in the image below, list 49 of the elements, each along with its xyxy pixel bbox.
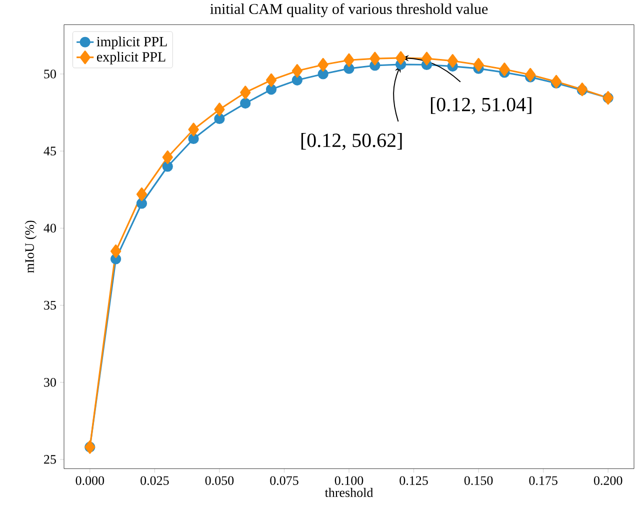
point xyxy=(370,52,380,66)
point xyxy=(473,58,484,72)
point xyxy=(188,122,199,136)
y-tick-label: 45 xyxy=(44,146,56,156)
x-tick-label: 0.200 xyxy=(594,476,622,486)
point xyxy=(214,114,225,124)
y-tick-label: 35 xyxy=(44,301,56,310)
legend-label: explicit PPL xyxy=(96,52,166,65)
point xyxy=(550,75,562,89)
point xyxy=(318,68,328,80)
annotation: [0.12, 50.62] xyxy=(301,133,402,150)
point xyxy=(266,84,277,95)
legend-label: implicit PPL xyxy=(96,36,167,50)
point xyxy=(188,134,199,144)
point xyxy=(318,58,328,72)
point xyxy=(240,98,251,109)
y-axis-title: mIoU (%) xyxy=(24,220,37,274)
point xyxy=(110,244,122,258)
point xyxy=(240,86,251,100)
x-tick-label: 0.075 xyxy=(270,476,298,486)
x-tick-label: 0.175 xyxy=(529,476,558,486)
x-tick-label: 0.025 xyxy=(140,476,169,486)
y-tick-label: 40 xyxy=(44,224,56,233)
point xyxy=(162,150,173,164)
point xyxy=(162,161,173,172)
point xyxy=(576,82,588,96)
chart-title: initial CAM quality of various threshold value xyxy=(210,4,488,18)
point xyxy=(214,102,225,116)
annotation: [0.12, 51.04] xyxy=(430,97,532,114)
y-tick-label: 30 xyxy=(44,378,56,387)
x-axis-title: threshold xyxy=(324,488,374,498)
point xyxy=(292,64,302,78)
point xyxy=(292,75,302,86)
point xyxy=(499,62,510,76)
x-tick-label: 0.100 xyxy=(334,476,364,486)
point xyxy=(344,53,354,68)
y-tick-label: 25 xyxy=(44,455,56,464)
point xyxy=(136,188,148,202)
y-tick-label: 50 xyxy=(44,70,56,79)
point xyxy=(396,51,406,65)
x-tick-label: 0.050 xyxy=(205,476,234,486)
point xyxy=(266,74,277,88)
x-tick-label: 0.150 xyxy=(464,476,493,486)
x-tick-label: 0.125 xyxy=(400,476,428,486)
x-tick-label: 0.000 xyxy=(76,476,104,486)
point xyxy=(525,68,536,82)
point xyxy=(136,198,148,209)
point xyxy=(447,54,458,68)
point xyxy=(421,52,432,66)
